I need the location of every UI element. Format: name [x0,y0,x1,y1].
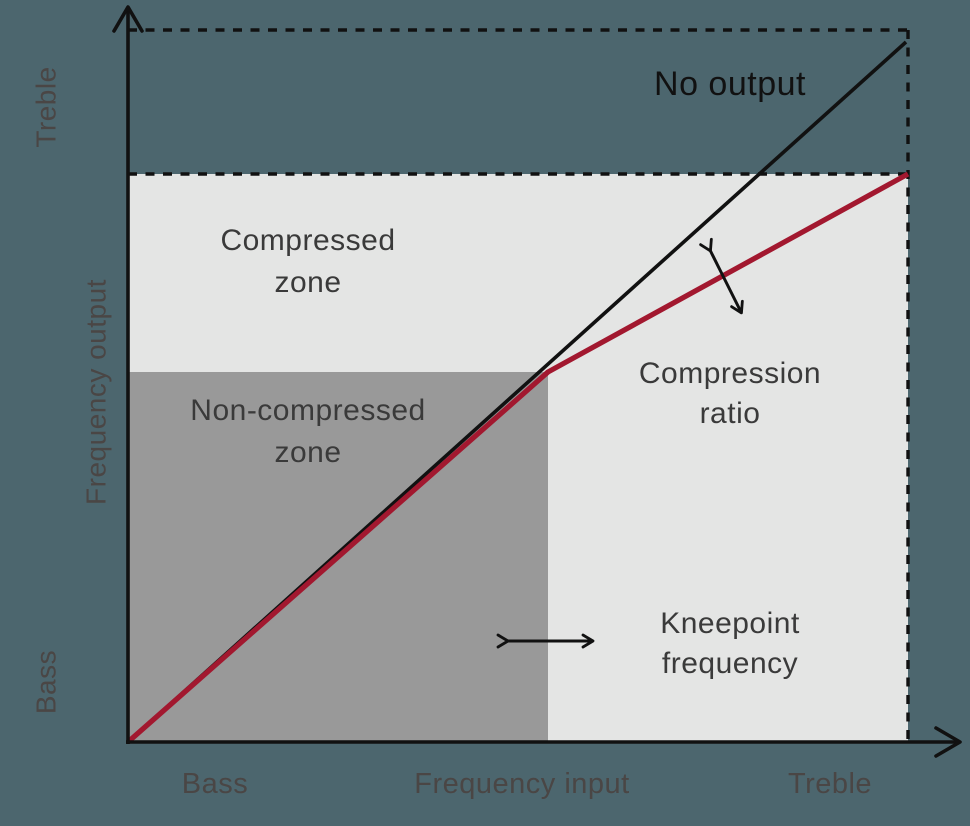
compression-ratio-arrow-icon [699,237,744,315]
y-axis-title: Frequency output [81,279,112,505]
compression-ratio-label-line2: ratio [700,397,761,430]
compression-ratio-label-line1: Compression [639,357,821,390]
kneepoint-frequency-label-line2: frequency [662,647,798,680]
no-output-label: No output [654,65,806,103]
x-axis-title: Frequency input [414,768,629,800]
x-axis-tick-treble: Treble [788,768,872,800]
x-axis-tick-bass: Bass [182,768,248,800]
compressed-zone-label-line1: Compressed [220,224,395,257]
compression-curve [126,171,910,744]
y-axis-tick-treble: Treble [31,66,62,147]
y-axis-arrow-icon [112,5,144,33]
kneepoint-frequency-label-line1: Kneepoint [660,607,800,640]
x-axis-arrow-icon [934,726,962,758]
non-compressed-zone-label-line2: zone [274,436,341,469]
y-axis-tick-bass: Bass [31,650,62,714]
compressed-zone-label-line2: zone [274,266,341,299]
non-compressed-zone-label-line1: Non-compressed [190,394,425,427]
